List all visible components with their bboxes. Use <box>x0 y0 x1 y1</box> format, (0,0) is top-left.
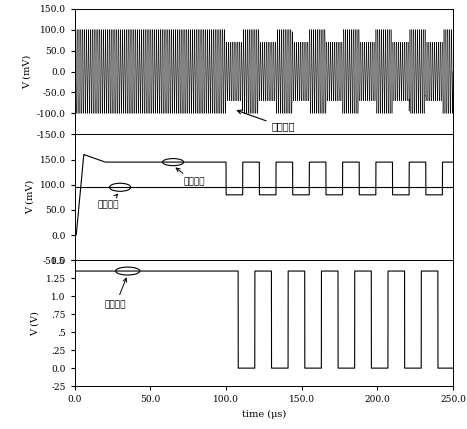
Text: 包络信号: 包络信号 <box>176 168 205 187</box>
Y-axis label: V (mV): V (mV) <box>25 180 34 214</box>
Y-axis label: V (mV): V (mV) <box>22 54 31 89</box>
X-axis label: time (μs): time (μs) <box>242 410 286 419</box>
Y-axis label: V (V): V (V) <box>31 311 40 335</box>
Text: 解调输出: 解调输出 <box>105 278 127 309</box>
Text: 参考电平: 参考电平 <box>98 194 119 209</box>
Text: 射频信号: 射频信号 <box>237 110 295 131</box>
